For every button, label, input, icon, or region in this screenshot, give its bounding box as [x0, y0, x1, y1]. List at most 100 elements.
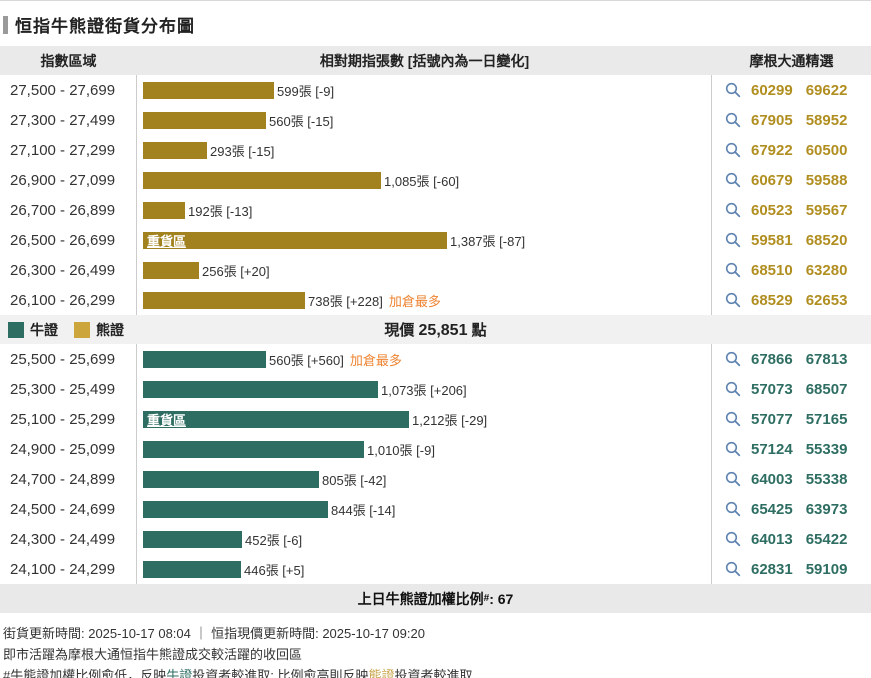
warrant-codes: 64013 65422: [712, 524, 871, 554]
outstanding-bar: [143, 470, 319, 488]
warrant-code[interactable]: 67905: [751, 111, 793, 129]
warrant-code[interactable]: 55339: [805, 440, 848, 458]
warrant-code[interactable]: 62653: [805, 291, 848, 309]
warrant-code[interactable]: 67813: [805, 350, 848, 368]
index-range-label: 27,100 - 27,299: [0, 135, 137, 165]
warrant-code[interactable]: 69622: [805, 81, 848, 99]
warrant-code[interactable]: 64013: [751, 530, 793, 548]
warrant-code[interactable]: 67922: [751, 141, 793, 159]
outstanding-bar: [143, 111, 266, 129]
search-icon[interactable]: [725, 471, 741, 487]
search-icon[interactable]: [725, 142, 741, 158]
bull-row: 24,100 - 24,299 446張 [+5] 62831 59109: [0, 554, 871, 584]
warrant-code[interactable]: 59588: [805, 171, 848, 189]
warrant-code[interactable]: 59109: [805, 560, 848, 578]
bar-cell: 738張 [+228] 加倉最多: [137, 285, 712, 315]
warrant-codes: 57073 68507: [712, 374, 871, 404]
search-icon[interactable]: [725, 351, 741, 367]
max-add-note: 加倉最多: [349, 352, 402, 368]
bar-value-label: 738張 [+228]: [308, 293, 383, 309]
warrant-codes: 67866 67813: [712, 344, 871, 374]
bear-section: 27,500 - 27,699 599張 [-9] 60299 69622 27,300…: [0, 75, 871, 315]
index-range-label: 25,500 - 25,699: [0, 344, 137, 374]
warrant-code[interactable]: 57124: [751, 440, 793, 458]
current-price: 現價 25,851 點: [0, 319, 871, 340]
warrant-code[interactable]: 67866: [751, 350, 793, 368]
search-icon[interactable]: [725, 411, 741, 427]
bar-cell: 1,073張 [+206]: [137, 374, 712, 404]
warrant-code[interactable]: 63280: [805, 261, 848, 279]
outstanding-bar: [143, 530, 242, 548]
search-icon[interactable]: [725, 531, 741, 547]
ratio-note-text-1: #牛熊證加權比例愈低，反映: [3, 668, 167, 678]
warrant-codes: 57124 55339: [712, 434, 871, 464]
bar-value-label: 805張 [-42]: [322, 472, 387, 488]
current-price-value: 25,851: [418, 322, 468, 339]
legend-bear-swatch: [74, 321, 90, 338]
warrant-code[interactable]: 57077: [751, 410, 793, 428]
bar-value-label: 1,212張 [-29]: [412, 412, 488, 428]
search-icon[interactable]: [725, 441, 741, 457]
outstanding-bar: [143, 560, 241, 578]
warrant-code[interactable]: 65425: [751, 500, 793, 518]
warrant-code[interactable]: 57073: [751, 380, 793, 398]
index-range-label: 24,700 - 24,899: [0, 464, 137, 494]
bar-cell: 844張 [-14]: [137, 494, 712, 524]
warrant-code[interactable]: 68510: [751, 261, 793, 279]
bar-value-label: 192張 [-13]: [188, 203, 253, 219]
bar-cell: 1,085張 [-60]: [137, 165, 712, 195]
warrant-code[interactable]: 64003: [751, 470, 793, 488]
warrant-code[interactable]: 65422: [805, 530, 848, 548]
warrant-code[interactable]: 60679: [751, 171, 793, 189]
outstanding-bar: [143, 380, 378, 398]
index-range-label: 24,300 - 24,499: [0, 524, 137, 554]
current-price-unit: 點: [471, 322, 487, 339]
search-icon[interactable]: [725, 501, 741, 517]
ratio-note: #牛熊證加權比例愈低，反映牛證投資者較進取; 比例愈高則反映熊證投資者較進取: [3, 665, 868, 678]
search-icon[interactable]: [725, 292, 741, 308]
warrant-code[interactable]: 57165: [805, 410, 848, 428]
warrant-code[interactable]: 55338: [805, 470, 848, 488]
bar-cell: 重貨區 1,212張 [-29]: [137, 404, 712, 434]
bar-value-label: 1,073張 [+206]: [381, 382, 467, 398]
current-price-label: 現價: [384, 322, 415, 339]
bar-value-label: 293張 [-15]: [210, 143, 275, 159]
warrant-code[interactable]: 68520: [805, 231, 848, 249]
warrant-code[interactable]: 59581: [751, 231, 793, 249]
index-range-label: 26,100 - 26,299: [0, 285, 137, 315]
warrant-code[interactable]: 60500: [805, 141, 848, 159]
search-icon[interactable]: [725, 172, 741, 188]
index-range-label: 26,900 - 27,099: [0, 165, 137, 195]
bear-row: 27,500 - 27,699 599張 [-9] 60299 69622: [0, 75, 871, 105]
index-range-label: 24,500 - 24,699: [0, 494, 137, 524]
warrant-codes: 65425 63973: [712, 494, 871, 524]
warrant-code[interactable]: 68529: [751, 291, 793, 309]
index-range-label: 24,900 - 25,099: [0, 434, 137, 464]
index-range-label: 24,100 - 24,299: [0, 554, 137, 584]
bar-cell: 599張 [-9]: [137, 75, 712, 105]
warrant-code[interactable]: 58952: [805, 111, 848, 129]
search-icon[interactable]: [725, 202, 741, 218]
search-icon[interactable]: [725, 262, 741, 278]
warrant-code[interactable]: 60299: [751, 81, 793, 99]
warrant-code[interactable]: 62831: [751, 560, 793, 578]
bar-value-label: 1,010張 [-9]: [367, 442, 435, 458]
index-range-label: 27,300 - 27,499: [0, 105, 137, 135]
weighted-ratio-label: 上日牛熊證加權比例: [357, 590, 484, 607]
warrant-codes: 68510 63280: [712, 255, 871, 285]
bar-cell: 446張 [+5]: [137, 554, 712, 584]
warrant-code[interactable]: 63973: [805, 500, 848, 518]
warrant-code[interactable]: 68507: [805, 380, 848, 398]
bar-value-label: 452張 [-6]: [245, 532, 303, 548]
warrant-code[interactable]: 59567: [805, 201, 848, 219]
search-icon[interactable]: [725, 232, 741, 248]
bar-cell: 560張 [-15]: [137, 105, 712, 135]
warrant-code[interactable]: 60523: [751, 201, 793, 219]
search-icon[interactable]: [725, 82, 741, 98]
search-icon[interactable]: [725, 381, 741, 397]
search-icon[interactable]: [725, 561, 741, 577]
ratio-note-text-2: 投資者較進取; 比例愈高則反映: [192, 668, 369, 678]
bear-row: 26,300 - 26,499 256張 [+20] 68510 63280: [0, 255, 871, 285]
search-icon[interactable]: [725, 112, 741, 128]
bull-row: 25,500 - 25,699 560張 [+560] 加倉最多 67866 67813: [0, 344, 871, 374]
